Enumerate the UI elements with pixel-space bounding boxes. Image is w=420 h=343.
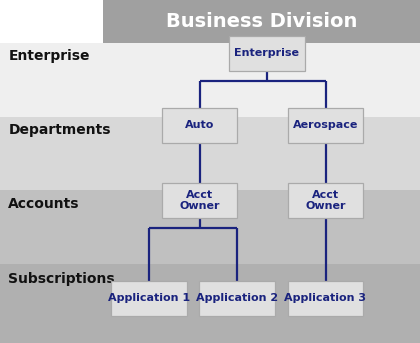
Bar (0, 264, 420, 343)
FancyBboxPatch shape (162, 183, 237, 218)
FancyBboxPatch shape (200, 281, 275, 316)
FancyBboxPatch shape (288, 281, 363, 316)
Text: Enterprise: Enterprise (8, 49, 90, 63)
FancyBboxPatch shape (288, 108, 363, 143)
FancyBboxPatch shape (229, 36, 304, 71)
Text: Aerospace: Aerospace (293, 120, 358, 130)
Text: Application 3: Application 3 (284, 293, 367, 304)
Text: Departments: Departments (8, 123, 111, 137)
Text: Acct
Owner: Acct Owner (179, 190, 220, 211)
Bar (0, 117, 420, 190)
FancyBboxPatch shape (288, 183, 363, 218)
Bar (0, 0, 420, 43)
Text: Accounts: Accounts (8, 197, 80, 211)
FancyBboxPatch shape (162, 108, 237, 143)
Text: Subscriptions: Subscriptions (8, 272, 115, 286)
Bar (0, 43, 420, 117)
Text: Application 2: Application 2 (196, 293, 278, 304)
Text: Application 1: Application 1 (108, 293, 190, 304)
FancyBboxPatch shape (111, 281, 187, 316)
Bar (0, 190, 420, 264)
Text: Acct
Owner: Acct Owner (305, 190, 346, 211)
Bar (0, 0, 103, 43)
Text: Auto: Auto (185, 120, 214, 130)
Text: Enterprise: Enterprise (234, 48, 299, 58)
Text: Business Division: Business Division (166, 12, 357, 31)
